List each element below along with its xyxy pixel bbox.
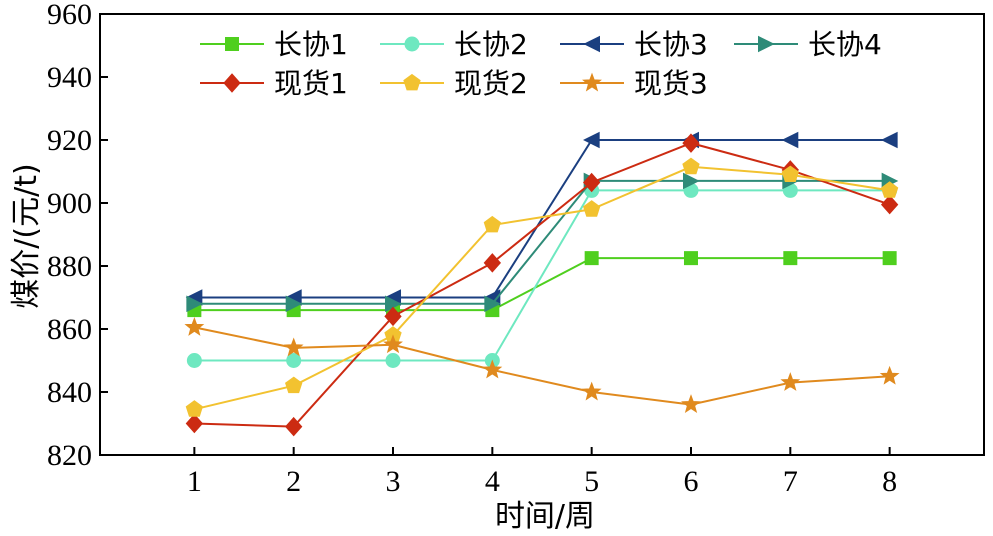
x-tick-label: 7 <box>783 465 798 498</box>
data-point <box>682 172 700 190</box>
x-tick-label: 8 <box>882 465 897 498</box>
legend-marker <box>225 37 239 51</box>
y-axis-label: 煤价/(元/t) <box>9 163 44 308</box>
legend: 长协1 长协2 长协3 长协4 现货1 现货2 现货3 <box>200 28 882 100</box>
x-tick-label: 4 <box>485 465 500 498</box>
series-3 <box>185 131 898 306</box>
legend-label: 长协1 <box>274 28 348 61</box>
data-point <box>483 253 502 273</box>
x-tick-label: 2 <box>286 465 301 498</box>
series-line <box>194 139 890 299</box>
series-line <box>194 326 890 406</box>
y-tick-label: 840 <box>47 376 92 409</box>
data-point <box>882 251 897 266</box>
y-tick-label: 860 <box>47 313 92 346</box>
series-5 <box>185 133 899 437</box>
legend-marker <box>223 73 241 93</box>
data-point <box>285 416 303 437</box>
data-point <box>384 306 402 327</box>
plot-area <box>99 13 985 456</box>
legend-item: 长协2 <box>380 28 528 61</box>
data-point <box>781 131 799 149</box>
data-point <box>681 394 701 414</box>
legend-marker <box>583 35 600 53</box>
data-point <box>582 172 601 193</box>
x-tick-label: 1 <box>187 465 202 498</box>
legend-marker <box>758 35 775 53</box>
data-point <box>583 131 600 149</box>
data-point <box>185 400 203 417</box>
legend-item: 长协3 <box>560 28 708 61</box>
y-tick-label: 880 <box>47 250 92 283</box>
data-point <box>682 133 700 153</box>
legend-label: 长协2 <box>454 28 528 61</box>
data-point <box>584 251 599 266</box>
series-line <box>194 165 890 411</box>
series-line <box>194 257 890 312</box>
axis-ticks: 820 840 860 880 900 920 940 960 1 2 3 4 5 6 7 8 <box>47 0 897 498</box>
data-point <box>285 295 303 313</box>
data-point <box>185 413 204 434</box>
data-point <box>184 316 205 336</box>
legend-marker <box>404 36 420 52</box>
data-point <box>285 376 303 394</box>
legend-item: 现货2 <box>380 67 528 100</box>
legend-item: 现货1 <box>200 67 348 100</box>
x-tick-label: 3 <box>386 465 401 498</box>
legend-marker <box>582 72 602 92</box>
data-point <box>783 251 798 266</box>
y-tick-label: 820 <box>47 439 92 472</box>
legend-label: 长协4 <box>808 28 882 61</box>
legend-item: 现货3 <box>560 67 708 100</box>
data-point <box>286 353 302 368</box>
x-tick-label: 6 <box>683 465 698 498</box>
data-point <box>881 131 898 149</box>
legend-label: 现货2 <box>454 67 528 100</box>
series-7 <box>184 316 900 414</box>
data-point <box>385 353 401 368</box>
legend-label: 现货1 <box>274 67 348 100</box>
y-tick-label: 960 <box>47 0 92 31</box>
series-layer <box>184 131 900 437</box>
data-point <box>879 365 900 385</box>
data-point <box>683 251 698 266</box>
data-point <box>881 181 899 198</box>
legend-item: 长协1 <box>200 28 348 61</box>
series-line <box>194 179 890 305</box>
series-line <box>194 189 890 362</box>
data-point <box>581 381 602 401</box>
data-point <box>482 359 503 379</box>
data-point <box>484 295 501 313</box>
y-tick-label: 920 <box>47 124 92 157</box>
data-point <box>780 372 801 391</box>
data-point <box>583 200 601 217</box>
data-point <box>186 353 202 368</box>
data-point <box>682 157 700 175</box>
data-point <box>880 194 899 215</box>
y-tick-label: 940 <box>47 61 92 94</box>
y-tick-label: 900 <box>47 187 92 220</box>
data-point <box>186 295 203 313</box>
x-tick-label: 5 <box>584 465 599 498</box>
data-point <box>483 215 501 233</box>
legend-label: 现货3 <box>634 67 708 100</box>
data-point <box>383 334 403 354</box>
data-point <box>781 165 799 182</box>
x-axis-label: 时间/周 <box>495 499 595 534</box>
legend-label: 长协3 <box>634 28 708 61</box>
series-line <box>194 142 890 428</box>
data-point <box>283 337 304 357</box>
plot-border <box>99 13 985 456</box>
legend-marker <box>403 73 421 91</box>
legend-item: 长协4 <box>734 28 882 61</box>
